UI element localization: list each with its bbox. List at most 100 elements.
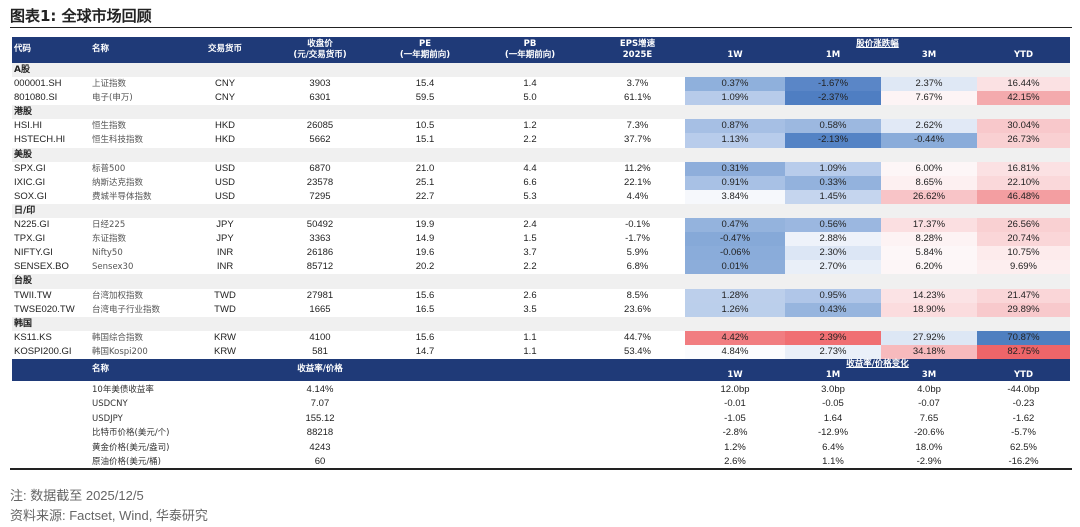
macro-change-cell: 1.2% bbox=[724, 441, 746, 453]
macro-change-cell: 12.0bp bbox=[720, 383, 750, 395]
macro-name-cell: 原油价格(美元/桶) bbox=[92, 456, 161, 467]
table-row: 000001.SH 上证指数 CNY 3903 15.4 1.4 3.7% 0.37% -1.6… bbox=[12, 77, 1070, 92]
perf-cell: 0.33% bbox=[785, 175, 881, 190]
code-cell: 801080.SI bbox=[14, 92, 58, 104]
name-cell: 东证指数 bbox=[92, 234, 127, 245]
perf-cell: 0.01% bbox=[685, 260, 785, 275]
perf-cell: -2.13% bbox=[785, 133, 881, 148]
macro-change-cell: 18.0% bbox=[915, 441, 943, 453]
table-row: NIFTY.GI Nifty50 INR 26186 19.6 3.7 5.9% -0.06%… bbox=[12, 246, 1070, 261]
code-cell: TPX.GI bbox=[14, 233, 46, 245]
col-currency: 交易货币 bbox=[207, 44, 242, 54]
table-row: IXIC.GI 纳斯达克指数 USD 23578 25.1 6.6 22.1% 0.91% 0.… bbox=[12, 175, 1070, 190]
currency-cell: CNY bbox=[214, 92, 236, 104]
code-cell: 000001.SH bbox=[14, 78, 62, 90]
col-eps-label: EPS增速 bbox=[619, 39, 656, 49]
perf-cell: 8.65% bbox=[881, 175, 977, 190]
eps-cell: 22.1% bbox=[624, 176, 651, 188]
perf-cell: 4.84% bbox=[685, 344, 785, 359]
macro-col-change: 收益率/价格变化 bbox=[846, 358, 909, 369]
pb-cell: 5.3 bbox=[523, 190, 537, 202]
close-cell: 6301 bbox=[309, 92, 331, 104]
name-cell: 台湾电子行业指数 bbox=[92, 304, 161, 315]
macro-change-cell: -2.9% bbox=[916, 455, 942, 467]
perf-cell: 0.95% bbox=[785, 288, 881, 303]
currency-cell: HKD bbox=[214, 134, 236, 146]
code-cell: TWII.TW bbox=[14, 289, 52, 301]
perf-cell: 5.84% bbox=[881, 246, 977, 261]
name-cell: 韩国综合指数 bbox=[92, 332, 144, 343]
name-cell: 日经225 bbox=[92, 220, 126, 231]
perf-cell: 0.31% bbox=[685, 161, 785, 176]
currency-cell: KRW bbox=[214, 345, 236, 357]
macro-change-cell: -1.62 bbox=[1012, 412, 1035, 424]
eps-cell: 4.4% bbox=[626, 190, 649, 202]
pb-cell: 2.4 bbox=[523, 219, 537, 231]
perf-cell: 22.10% bbox=[977, 175, 1070, 190]
macro-col-name: 名称 bbox=[92, 363, 110, 374]
perf-cell: 3.84% bbox=[685, 189, 785, 204]
bottom-rule bbox=[10, 468, 1072, 470]
macro-change-cell: 1.64 bbox=[823, 412, 843, 424]
eps-cell: 11.2% bbox=[624, 162, 651, 174]
name-cell: 纳斯达克指数 bbox=[92, 177, 144, 188]
section-row: A股 bbox=[12, 63, 1070, 78]
col-1m: 1M bbox=[825, 50, 841, 60]
col-pb-sub: (一年期前向) bbox=[504, 50, 556, 60]
col-eps-sub: 2025E bbox=[622, 50, 653, 60]
note-source: 资料来源: Factset, Wind, 华泰研究 bbox=[10, 508, 208, 523]
pe-cell: 15.4 bbox=[415, 78, 435, 90]
perf-cell: 30.04% bbox=[977, 119, 1070, 134]
macro-change-cell: -1.05 bbox=[724, 412, 746, 424]
perf-cell: 70.87% bbox=[977, 330, 1070, 345]
figure-title: 图表1: 全球市场回顾 bbox=[10, 7, 152, 25]
macro-change-cell: -12.9% bbox=[817, 427, 849, 439]
close-cell: 5662 bbox=[309, 134, 331, 146]
macro-value-cell: 155.12 bbox=[305, 412, 335, 424]
table-body: A股 000001.SH 上证指数 CNY 3903 15.4 1.4 3.7% 0.37% -1… bbox=[12, 63, 1070, 359]
col-pe-sub: (一年期前向) bbox=[399, 50, 451, 60]
macro-name-cell: 比特币价格(美元/个) bbox=[92, 428, 170, 439]
macro-value-cell: 4243 bbox=[309, 441, 331, 453]
close-cell: 581 bbox=[312, 345, 328, 357]
macro-header: 名称 收益率/价格 收益率/价格变化 1W 1M 3M YTD bbox=[12, 358, 1070, 381]
table-row: SOX.GI 费城半导体指数 USD 7295 22.7 5.3 4.4% 3.84% 1.45… bbox=[12, 189, 1070, 204]
macro-row: 黄金价格(美元/盎司) 4243 1.2% 6.4% 18.0% 62.5% bbox=[12, 441, 1070, 455]
perf-cell: 1.28% bbox=[685, 288, 785, 303]
perf-cell: 16.81% bbox=[977, 161, 1070, 176]
close-cell: 23578 bbox=[306, 176, 334, 188]
macro-value-cell: 7.07 bbox=[310, 398, 330, 410]
code-cell: KOSPI200.GI bbox=[14, 345, 72, 357]
perf-cell: 26.56% bbox=[977, 218, 1070, 233]
perf-cell: 2.73% bbox=[785, 344, 881, 359]
perf-cell: 6.00% bbox=[881, 161, 977, 176]
pe-cell: 19.6 bbox=[415, 247, 435, 259]
col-pe: PE (一年期前向) bbox=[370, 39, 480, 61]
perf-cell: 1.45% bbox=[785, 189, 881, 204]
currency-cell: JPY bbox=[216, 219, 234, 231]
macro-change-cell: 4.0bp bbox=[917, 383, 941, 395]
macro-change-cell: 6.4% bbox=[822, 441, 844, 453]
macro-col-value: 收益率/价格 bbox=[297, 363, 343, 374]
macro-col-ytd: YTD bbox=[1013, 369, 1033, 380]
currency-cell: INR bbox=[216, 261, 234, 273]
perf-cell: 26.73% bbox=[977, 133, 1070, 148]
perf-cell: 16.44% bbox=[977, 77, 1070, 92]
macro-change-cell: -0.05 bbox=[822, 398, 844, 410]
pb-cell: 3.5 bbox=[523, 303, 537, 315]
table-row: HSI.HI 恒生指数 HKD 26085 10.5 1.2 7.3% 0.87% 0.58% 2… bbox=[12, 119, 1070, 134]
col-1w: 1W bbox=[727, 50, 743, 60]
code-cell: SENSEX.BO bbox=[14, 261, 69, 273]
macro-col-1m: 1M bbox=[825, 369, 841, 380]
col-ytd: YTD bbox=[1013, 50, 1033, 60]
col-perf-group: 股价涨跌幅 bbox=[856, 39, 899, 49]
col-close: 收盘价 (元/交易货币) bbox=[275, 39, 365, 61]
perf-cell: 82.75% bbox=[977, 344, 1070, 359]
perf-cell: -0.06% bbox=[685, 246, 785, 261]
eps-cell: 6.8% bbox=[626, 261, 649, 273]
eps-cell: 7.3% bbox=[626, 120, 649, 132]
currency-cell: USD bbox=[214, 176, 236, 188]
perf-cell: 29.89% bbox=[977, 302, 1070, 317]
pb-cell: 2.6 bbox=[523, 289, 537, 301]
eps-cell: 53.4% bbox=[624, 345, 651, 357]
